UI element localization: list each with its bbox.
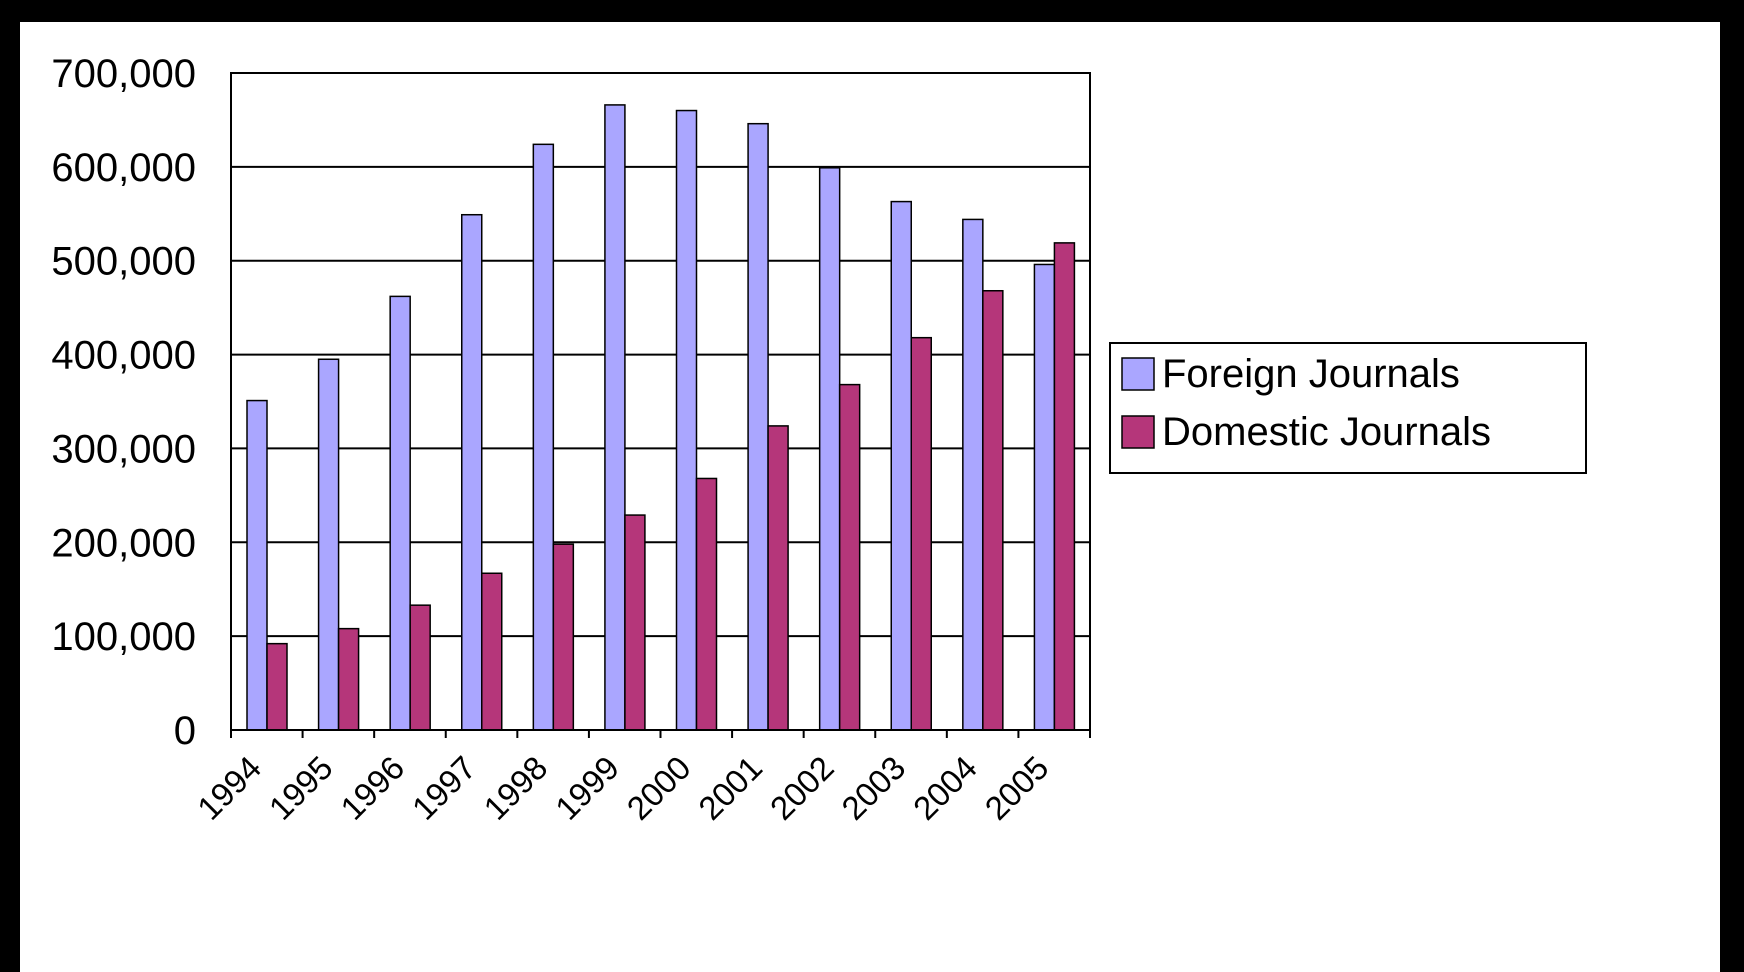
x-tick-label: 2004 bbox=[906, 749, 984, 827]
bar-foreign-1997 bbox=[461, 213, 483, 731]
y-tick-label: 500,000 bbox=[51, 240, 196, 284]
bar-domestic-2004 bbox=[982, 289, 1004, 731]
legend: Foreign Journals Domestic Journals bbox=[1109, 342, 1587, 474]
x-tick-label: 2003 bbox=[834, 749, 912, 827]
y-tick-label: 100,000 bbox=[51, 615, 196, 659]
y-tick-label: 600,000 bbox=[51, 146, 196, 190]
gridlines bbox=[231, 165, 1090, 638]
chart-frame: 0 100,000 200,000 300,000 400,000 500,000 600,… bbox=[20, 22, 1720, 972]
bar-domestic-1996 bbox=[409, 604, 431, 731]
x-tick-label: 1997 bbox=[405, 749, 483, 827]
y-tick-label: 300,000 bbox=[51, 427, 196, 471]
y-tick-label: 200,000 bbox=[51, 521, 196, 565]
bar-domestic-2000 bbox=[695, 477, 718, 731]
y-tick-label: 400,000 bbox=[51, 334, 196, 378]
bar-foreign-2001 bbox=[747, 122, 769, 731]
bar-foreign-1996 bbox=[389, 295, 411, 731]
legend-swatch bbox=[1121, 415, 1155, 449]
bar-domestic-1997 bbox=[481, 572, 503, 731]
bar-foreign-2000 bbox=[675, 109, 698, 731]
legend-label: Foreign Journals bbox=[1162, 352, 1460, 396]
x-tick-label: 2002 bbox=[763, 749, 841, 827]
bar-domestic-2002 bbox=[838, 383, 861, 731]
bar-domestic-2001 bbox=[767, 425, 789, 731]
bar-foreign-1999 bbox=[604, 104, 626, 731]
legend-box bbox=[1109, 342, 1587, 474]
bar-domestic-1995 bbox=[337, 627, 360, 731]
x-tick-label: 1994 bbox=[190, 749, 268, 827]
bar-chart: 0 100,000 200,000 300,000 400,000 500,000 600,… bbox=[51, 52, 1587, 827]
bar-foreign-2005 bbox=[1033, 263, 1056, 731]
bar-domestic-1994 bbox=[266, 642, 288, 731]
x-tick-label: 1995 bbox=[262, 749, 340, 827]
legend-label: Domestic Journals bbox=[1162, 410, 1491, 454]
bar-domestic-2003 bbox=[910, 336, 932, 731]
bar-foreign-2003 bbox=[890, 200, 912, 731]
legend-swatch bbox=[1121, 357, 1155, 391]
x-tick-label: 1999 bbox=[548, 749, 626, 827]
bar-foreign-1998 bbox=[532, 143, 555, 731]
bar-foreign-2002 bbox=[818, 167, 841, 731]
bar-foreign-1995 bbox=[317, 358, 340, 731]
x-tick-label: 2000 bbox=[620, 749, 698, 827]
bar-domestic-2005 bbox=[1053, 242, 1076, 731]
x-tick-label: 2005 bbox=[977, 749, 1055, 827]
bar-foreign-2004 bbox=[962, 218, 984, 731]
bar-domestic-1998 bbox=[552, 543, 575, 731]
bar-foreign-1994 bbox=[246, 399, 268, 731]
x-tick-label: 1996 bbox=[333, 749, 411, 827]
y-tick-label: 700,000 bbox=[51, 52, 196, 96]
bars bbox=[246, 104, 1076, 731]
plot-area-border bbox=[230, 72, 1091, 731]
y-tick-label: 0 bbox=[174, 709, 196, 753]
x-tick-label: 1998 bbox=[476, 749, 554, 827]
x-tick-label: 2001 bbox=[691, 749, 769, 827]
bar-domestic-1999 bbox=[624, 514, 646, 731]
